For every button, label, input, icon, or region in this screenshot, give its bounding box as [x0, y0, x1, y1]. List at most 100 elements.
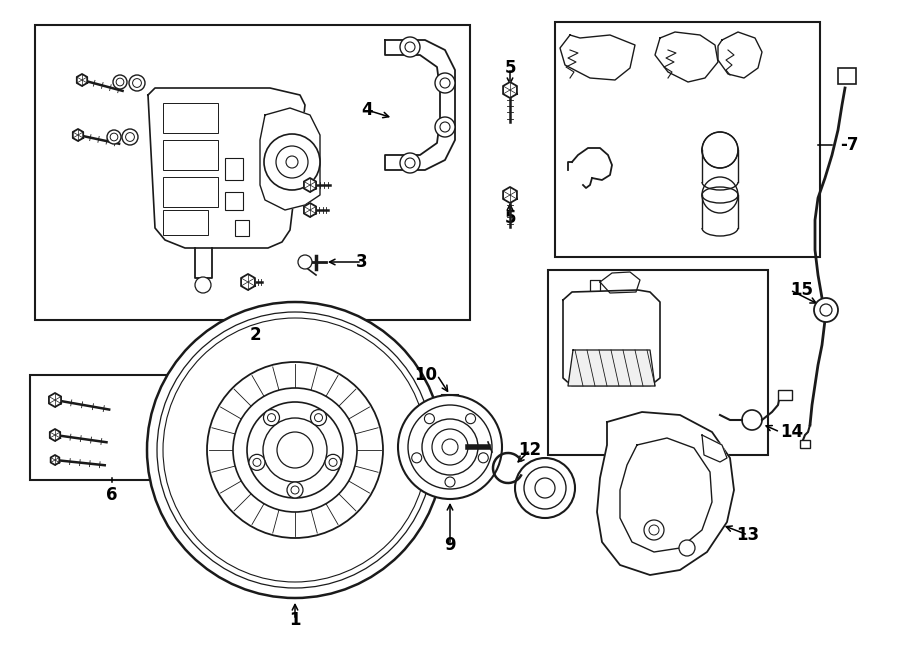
Circle shape	[132, 79, 141, 87]
Text: 2: 2	[249, 326, 261, 344]
Circle shape	[147, 302, 443, 598]
Polygon shape	[73, 129, 83, 141]
Circle shape	[314, 414, 322, 422]
Circle shape	[116, 78, 124, 86]
Circle shape	[814, 298, 838, 322]
Circle shape	[742, 410, 762, 430]
Polygon shape	[702, 435, 727, 462]
Bar	[225, 192, 243, 210]
Circle shape	[298, 255, 312, 269]
Circle shape	[233, 388, 357, 512]
Polygon shape	[597, 412, 734, 575]
Circle shape	[440, 78, 450, 88]
Text: 11: 11	[536, 486, 560, 504]
Text: 5: 5	[504, 59, 516, 77]
Circle shape	[465, 414, 475, 424]
Polygon shape	[620, 438, 712, 552]
Bar	[838, 68, 856, 84]
Circle shape	[435, 117, 455, 137]
Circle shape	[110, 133, 118, 141]
Circle shape	[398, 395, 502, 499]
Circle shape	[264, 410, 280, 426]
Polygon shape	[560, 35, 635, 80]
Text: 5: 5	[504, 209, 516, 227]
Polygon shape	[503, 187, 517, 203]
Ellipse shape	[702, 187, 738, 203]
Circle shape	[649, 525, 659, 535]
Circle shape	[263, 418, 327, 482]
Polygon shape	[655, 32, 718, 82]
Polygon shape	[304, 203, 316, 217]
Polygon shape	[76, 74, 87, 86]
Circle shape	[249, 454, 265, 471]
Bar	[163, 103, 218, 133]
Bar	[163, 140, 218, 170]
Polygon shape	[50, 455, 59, 465]
Polygon shape	[304, 178, 316, 192]
Text: 15: 15	[790, 281, 813, 299]
Circle shape	[310, 410, 327, 426]
Bar	[35, 25, 470, 320]
Text: 10: 10	[414, 366, 437, 384]
Circle shape	[445, 477, 455, 487]
Polygon shape	[503, 82, 517, 98]
Circle shape	[400, 37, 420, 57]
Text: 8: 8	[654, 459, 666, 477]
Circle shape	[679, 540, 695, 556]
Circle shape	[207, 362, 383, 538]
Circle shape	[535, 478, 555, 498]
Circle shape	[329, 458, 337, 467]
Circle shape	[440, 122, 450, 132]
Polygon shape	[385, 40, 455, 170]
Circle shape	[122, 129, 138, 145]
Circle shape	[277, 432, 313, 468]
Circle shape	[435, 73, 455, 93]
Circle shape	[405, 158, 415, 168]
Circle shape	[478, 453, 489, 463]
Circle shape	[405, 42, 415, 52]
Text: 12: 12	[518, 441, 542, 459]
Polygon shape	[50, 429, 60, 441]
Text: 1: 1	[289, 611, 301, 629]
Polygon shape	[718, 32, 762, 78]
Circle shape	[195, 277, 211, 293]
Circle shape	[408, 405, 492, 489]
Bar	[163, 177, 218, 207]
Polygon shape	[563, 290, 660, 386]
Circle shape	[702, 132, 738, 168]
Circle shape	[126, 133, 134, 141]
Circle shape	[157, 312, 433, 588]
Bar	[163, 210, 208, 235]
Text: 3: 3	[356, 253, 368, 271]
Circle shape	[291, 486, 299, 494]
Circle shape	[425, 414, 435, 424]
Circle shape	[163, 318, 427, 582]
Polygon shape	[241, 274, 255, 290]
Circle shape	[432, 429, 468, 465]
Circle shape	[411, 453, 422, 463]
Bar	[225, 158, 243, 180]
Circle shape	[287, 482, 303, 498]
Circle shape	[286, 156, 298, 168]
Bar	[235, 220, 249, 236]
Bar	[548, 270, 768, 455]
Text: 14: 14	[780, 423, 803, 441]
Circle shape	[129, 75, 145, 91]
Ellipse shape	[702, 142, 738, 158]
Text: 13: 13	[736, 526, 760, 544]
Circle shape	[264, 134, 320, 190]
Polygon shape	[568, 350, 655, 386]
Polygon shape	[49, 393, 61, 407]
Polygon shape	[600, 272, 640, 293]
Circle shape	[524, 467, 566, 509]
Bar	[555, 22, 820, 257]
Circle shape	[644, 520, 664, 540]
Circle shape	[276, 146, 308, 178]
Circle shape	[515, 458, 575, 518]
Circle shape	[253, 458, 261, 467]
Circle shape	[267, 414, 275, 422]
Bar	[778, 390, 792, 400]
Circle shape	[422, 419, 478, 475]
Circle shape	[400, 153, 420, 173]
Bar	[800, 440, 810, 448]
